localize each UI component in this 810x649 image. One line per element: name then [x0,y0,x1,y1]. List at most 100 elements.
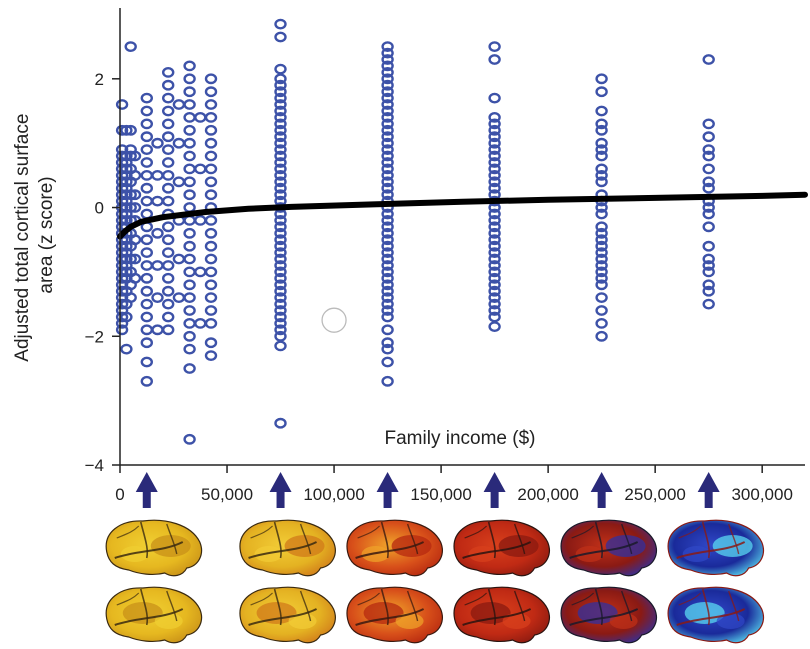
data-point [124,150,137,162]
data-point [194,163,207,175]
data-point [120,240,133,252]
data-point [702,266,715,278]
y-axis-title-line-1: Adjusted total cortical surface [12,114,33,362]
data-point [183,343,196,355]
data-point [381,337,394,349]
data-point [172,176,186,188]
data-point [140,118,154,130]
data-point [381,41,394,52]
x-tick-label: 0 [115,485,124,504]
brain-maps [105,519,765,644]
data-point [274,311,287,323]
data-point [702,298,715,310]
data-point [595,292,608,303]
data-point [151,324,164,336]
data-point [381,99,394,110]
data-point [204,150,218,162]
data-points [115,18,715,445]
data-point [488,118,501,130]
data-point [204,137,218,149]
data-point [161,234,175,246]
data-point [488,279,501,291]
y-tick-label: −2 [85,327,104,346]
data-point [204,253,218,265]
data-point [140,311,154,323]
data-point [183,124,196,136]
data-point [161,169,175,181]
data-point [595,169,608,181]
data-point [183,86,196,98]
data-point [183,433,196,445]
data-point [140,144,154,156]
data-point [381,311,394,323]
data-point [183,112,196,123]
data-point [274,253,287,265]
data-point [183,266,196,278]
data-point [120,214,133,226]
data-point [274,169,287,181]
data-point [161,67,175,78]
data-point [204,227,218,239]
data-point [161,195,175,207]
data-point [140,195,154,207]
data-point [381,292,394,303]
data-point [702,202,715,213]
y-tick-label: −4 [85,456,104,475]
data-point [140,247,154,259]
data-point [488,131,501,143]
data-point [204,350,218,361]
y-axis-title-line-2: area (z score) [36,176,57,293]
data-point [140,157,154,168]
data-point [115,311,129,323]
data-point [488,157,501,168]
data-point [120,124,133,136]
data-point [274,150,287,162]
data-point [274,285,287,297]
data-point [183,227,196,239]
data-point [151,137,164,149]
data-point [381,47,394,59]
data-point [381,234,394,246]
data-point [120,311,133,323]
data-point [140,356,154,368]
data-point [488,54,501,65]
data-point [595,105,608,117]
data-point [161,92,175,104]
data-point [172,253,186,265]
data-point [274,189,287,201]
data-point [140,92,154,104]
data-point [274,118,287,130]
data-point [381,240,394,252]
data-point [381,157,394,168]
data-point [381,279,394,291]
data-point [183,363,196,374]
data-point [488,321,501,332]
data-point [124,202,137,213]
data-point [115,324,129,336]
data-point [204,112,218,123]
data-point [128,234,142,246]
data-point [183,279,196,291]
data-point [183,214,196,226]
data-point [488,176,501,188]
data-point [595,247,608,259]
data-point [381,73,394,85]
data-point [488,266,501,278]
data-point [172,99,186,110]
data-point [488,260,501,271]
data-point [274,324,287,336]
data-point [120,163,133,175]
x-tick-label: 50,000 [201,485,253,504]
data-point [274,157,287,168]
brain-map-medial [453,586,550,644]
data-point [115,285,129,297]
brain-map-lateral [239,519,336,577]
data-point [204,163,218,175]
data-point [161,272,175,284]
data-point [204,176,218,188]
data-point [183,163,196,175]
data-point [274,214,287,226]
data-point [488,150,501,162]
x-axis-ticks: 0 50,000 100,000 150,000 200,000 250,000 300,0… [115,465,793,504]
arrow-up-icon [590,472,613,508]
